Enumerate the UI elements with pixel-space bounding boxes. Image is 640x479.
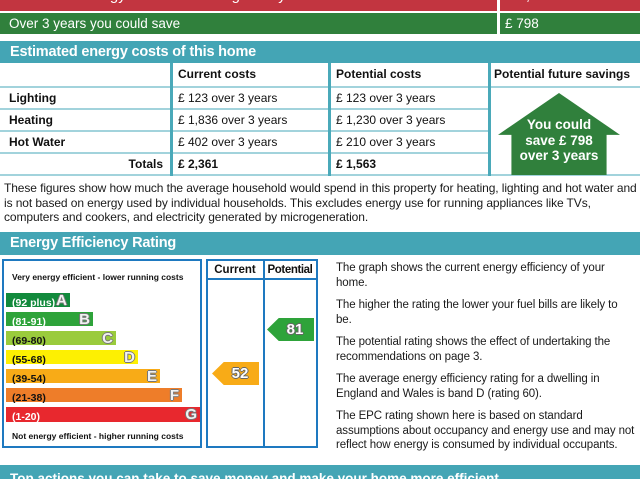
savings-house-line1: You could: [526, 117, 592, 132]
eer-notes: The graph shows the current energy effic…: [336, 261, 636, 461]
hot-water-potential-cost: £ 210 over 3 years: [336, 135, 436, 149]
heating-current-cost: £ 1,836 over 3 years: [178, 113, 288, 127]
column-header-future-savings: Potential future savings: [494, 67, 631, 81]
band-a-letter: A: [56, 292, 67, 309]
eer-caption-top: Very energy efficient - lower running co…: [12, 272, 184, 282]
savings-house-line2: save £ 798: [525, 132, 593, 148]
band-g-range: (1-20): [12, 411, 41, 423]
summary-costs-label: Estimated energy costs of dwelling for 3…: [9, 0, 315, 4]
current-column-header: Current: [214, 264, 256, 276]
band-d: (55-68) D: [6, 349, 138, 366]
band-a-range: (92 plus): [12, 297, 56, 309]
row-label-lighting: Lighting: [9, 91, 57, 105]
lighting-current-cost: £ 123 over 3 years: [178, 91, 278, 105]
savings-house-text: You could save £ 798 over 3 years: [488, 117, 630, 164]
note-potential: The potential rating shows the effect of…: [336, 336, 611, 363]
current-rating-arrow: 52: [212, 362, 259, 385]
column-header-current-costs: Current costs: [178, 67, 257, 81]
band-d-range: (55-68): [12, 354, 46, 366]
note-average: The average energy efficiency rating for…: [336, 373, 600, 400]
row-label-hot-water: Hot Water: [9, 135, 66, 149]
band-c: (69-80) C: [6, 330, 116, 347]
eer-caption-bottom: Not energy efficient - higher running co…: [12, 431, 184, 441]
heating-potential-cost: £ 1,230 over 3 years: [336, 113, 446, 127]
summary-savings-value: £ 798: [505, 16, 539, 31]
summary-row-savings: Over 3 years you could save £ 798: [0, 13, 640, 34]
band-b-range: (81-91): [12, 316, 46, 328]
table-gridline: [0, 86, 640, 88]
table-column-divider: [488, 63, 491, 176]
divider: [208, 278, 316, 280]
table-gridline: [0, 174, 640, 176]
band-e: (39-54) E: [6, 368, 160, 385]
lighting-potential-cost: £ 123 over 3 years: [336, 91, 436, 105]
totals-label: Totals: [128, 157, 163, 171]
note-rating: The higher the rating the lower your fue…: [336, 299, 618, 326]
table-column-divider: [170, 63, 173, 176]
summary-costs-value: £ 2,361: [505, 0, 555, 4]
section-header-estimated-costs: Estimated energy costs of this home: [0, 41, 640, 63]
band-c-letter: C: [102, 330, 113, 347]
potential-rating-arrow: 81: [267, 318, 314, 341]
band-e-range: (39-54): [12, 373, 46, 385]
note-epc-assumptions: The EPC rating shown here is based on st…: [336, 410, 635, 451]
table-gridline: [0, 130, 489, 132]
band-e-letter: E: [146, 368, 157, 385]
band-g: (1-20) G: [6, 406, 200, 423]
band-b-letter: B: [79, 311, 90, 328]
costs-disclaimer-text: These figures show how much the average …: [4, 181, 637, 224]
band-d-letter: D: [124, 349, 135, 366]
table-gridline: [0, 152, 489, 154]
eer-rating-columns: Current Potential: [206, 259, 318, 448]
savings-house-line3: over 3 years: [519, 148, 599, 163]
band-g-letter: G: [185, 406, 197, 423]
note-graph: The graph shows the current energy effic…: [336, 262, 605, 289]
divider: [263, 261, 265, 446]
divider: [497, 0, 500, 11]
eer-bands-chart: Very energy efficient - lower running co…: [2, 259, 202, 448]
column-header-potential-costs: Potential costs: [336, 67, 422, 81]
band-f: (21-38) F: [6, 387, 182, 404]
table-gridline: [0, 108, 489, 110]
totals-current-cost: £ 2,361: [178, 157, 219, 171]
section-header-eer: Energy Efficiency Rating: [0, 232, 640, 255]
band-c-range: (69-80): [12, 335, 46, 347]
band-f-range: (21-38): [12, 392, 46, 404]
summary-row-estimated-costs: Estimated energy costs of dwelling for 3…: [0, 0, 640, 11]
table-column-divider: [328, 63, 331, 176]
section-header-top-actions: Top actions you can take to save money a…: [0, 465, 640, 479]
potential-column-header: Potential: [267, 264, 313, 276]
summary-savings-label: Over 3 years you could save: [9, 16, 181, 31]
band-b: (81-91) B: [6, 311, 93, 328]
hot-water-current-cost: £ 402 over 3 years: [178, 135, 278, 149]
divider: [497, 13, 500, 34]
band-a: (92 plus) A: [6, 292, 70, 309]
band-f-letter: F: [169, 387, 179, 404]
totals-potential-cost: £ 1,563: [336, 157, 377, 171]
row-label-heating: Heating: [9, 113, 54, 127]
